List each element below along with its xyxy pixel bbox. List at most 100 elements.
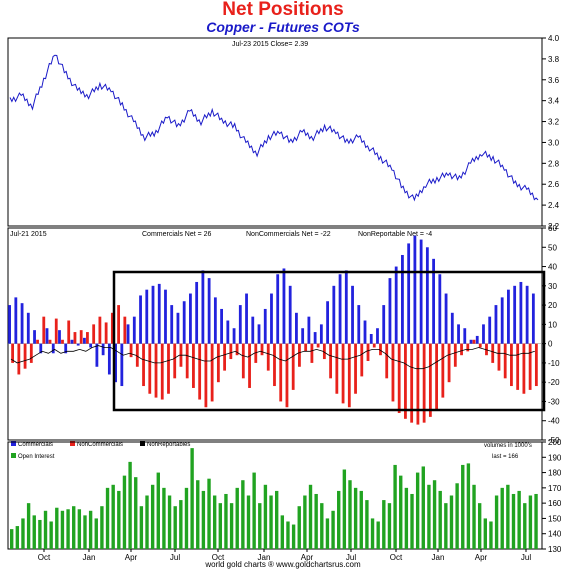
x-tick-label: Jan	[83, 553, 96, 562]
commercials-bar	[432, 258, 435, 344]
oi-bar	[49, 521, 53, 549]
oi-bar	[32, 515, 36, 549]
chart-title: Net Positions	[222, 0, 344, 20]
x-tick-label: Apr	[475, 553, 488, 562]
commercials-bar	[170, 305, 174, 344]
noncommercials-bar	[497, 343, 501, 371]
oi-bar	[117, 490, 121, 549]
commercials-bar	[213, 297, 217, 344]
noncommercials-bar	[466, 343, 470, 352]
oi-bar	[534, 493, 538, 549]
price-panel: Jul-23 2015 Close= 2.39 2.2 2.4 2.6 2.8 3.0 3.…	[7, 34, 560, 231]
commercials-bar	[338, 274, 342, 344]
net-units-note: volumes in 1000's	[484, 443, 532, 449]
noncommercials-bar	[491, 343, 495, 363]
oi-bar	[399, 475, 403, 549]
noncommercials-bar	[485, 343, 488, 356]
commercials-bar	[151, 285, 155, 344]
noncommercials-bar	[36, 339, 39, 344]
oi-bar	[258, 503, 262, 549]
commercials-bar	[531, 293, 535, 344]
noncommercials-bar	[379, 343, 382, 356]
oi-bar	[252, 472, 256, 549]
oi-bar	[280, 515, 285, 549]
oi-bar	[449, 495, 454, 549]
price-ytick-label: 2.2	[548, 222, 560, 231]
x-tick-label: Jul	[346, 553, 356, 562]
oi-bar	[55, 507, 59, 549]
commercials-bar	[157, 283, 161, 344]
net-note-nonreportable: NonReportable Net = -4	[358, 231, 432, 238]
noncommercials-bar	[61, 339, 64, 344]
noncommercials-bar	[148, 343, 152, 394]
noncommercials-bar	[223, 343, 227, 371]
oi-bar	[224, 493, 228, 549]
oi-bar	[201, 490, 206, 549]
commercials-bar	[257, 324, 261, 344]
noncommercials-bar	[316, 343, 320, 348]
commercials-bar	[182, 301, 186, 344]
oi-bar	[150, 484, 155, 549]
commercials-bar	[319, 324, 323, 344]
oi-ytick-label: 170	[548, 484, 562, 493]
x-tick-label: Apr	[125, 553, 138, 562]
legend-swatch	[11, 441, 16, 446]
oi-bar	[320, 503, 324, 549]
noncommercials-bar	[98, 316, 102, 344]
noncommercials-bar	[210, 343, 214, 402]
noncommercials-bar	[360, 343, 364, 377]
oi-bar	[387, 503, 392, 549]
commercials-bar	[39, 343, 43, 354]
commercials-bar	[139, 295, 142, 344]
commercials-bar	[519, 281, 523, 344]
noncommercials-bar	[291, 343, 295, 390]
net-ytick-label: -20	[548, 378, 560, 387]
oi-bar	[88, 510, 93, 549]
price-ytick-label: 3.6	[548, 76, 560, 85]
noncommercials-bar	[86, 332, 89, 344]
oi-bar	[410, 493, 414, 549]
price-ytick-label: 3.8	[548, 55, 560, 64]
noncommercials-bar	[185, 343, 189, 379]
commercials-bar	[95, 343, 99, 367]
net-ytick-label: 40	[548, 263, 557, 272]
x-axis: Oct Jan Apr Jul Oct Jan Apr Jul Oct Jan Apr Jul	[38, 549, 531, 562]
commercials-bar	[438, 274, 442, 344]
commercials-bar	[189, 293, 192, 344]
commercials-bar	[70, 339, 74, 344]
commercials-bar	[201, 270, 205, 344]
oi-bar	[382, 500, 386, 549]
noncommercials-bar	[322, 343, 326, 360]
commercials-bar	[388, 278, 392, 344]
x-tick-label: Jan	[432, 553, 445, 562]
noncommercials-bar	[534, 343, 538, 387]
oi-bar	[139, 506, 144, 549]
oi-bar	[365, 500, 369, 549]
commercials-bar	[407, 243, 411, 344]
oi-bar	[212, 495, 217, 549]
net-ytick-label: -10	[548, 359, 560, 368]
legend-label: Commercials	[18, 442, 53, 448]
oi-bar	[337, 490, 341, 549]
oi-ytick-label: 140	[548, 530, 562, 539]
oi-bar	[263, 484, 268, 549]
noncommercials-bar	[11, 343, 15, 363]
price-line	[9, 54, 539, 202]
net-ytick-label: 20	[548, 301, 557, 310]
commercials-bar	[270, 293, 273, 344]
commercials-bar	[450, 312, 454, 344]
commercials-bar	[376, 328, 379, 344]
net-note-commercials: Commercials Net = 26	[142, 231, 212, 238]
commercials-bar	[419, 239, 423, 344]
oi-legend-swatch	[11, 453, 16, 458]
noncommercials-bar	[341, 343, 345, 404]
noncommercials-bar	[248, 343, 251, 388]
noncommercials-bar	[522, 343, 526, 394]
net-positions-panel: Jul-21 2015 Commercials Net = 26 NonCommer…	[7, 224, 560, 449]
commercials-bar	[507, 289, 510, 344]
noncommercials-bar	[304, 343, 308, 352]
commercials-bar	[145, 289, 149, 344]
commercials-bar	[107, 343, 111, 375]
noncommercials-bar	[67, 320, 71, 344]
noncommercials-bar	[372, 343, 376, 348]
